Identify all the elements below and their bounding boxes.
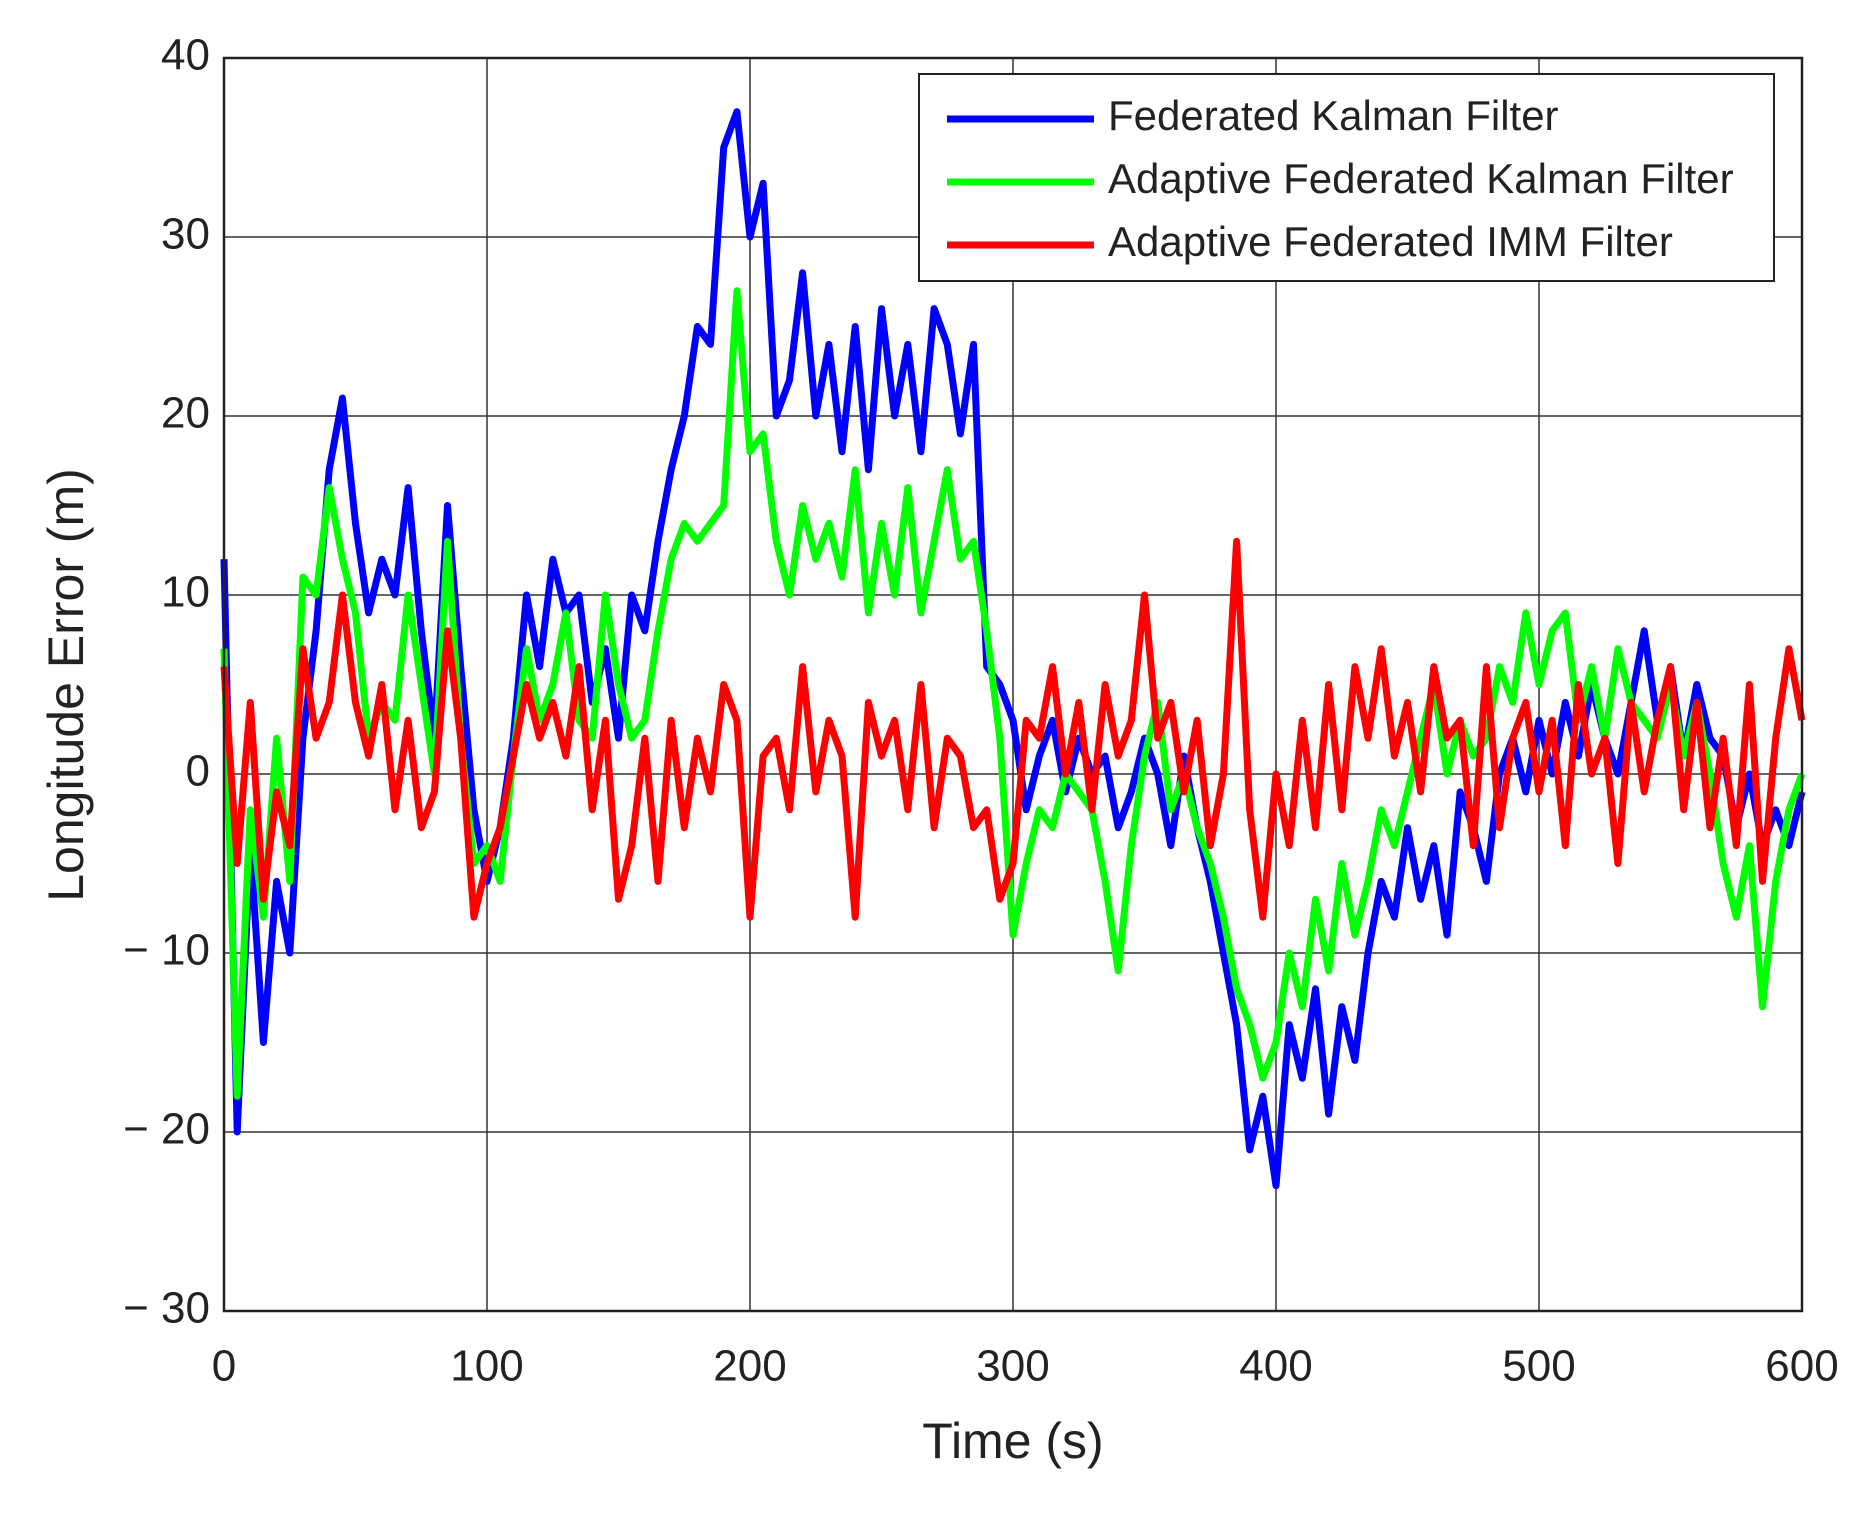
y-tick-label: 30 [161, 210, 210, 259]
legend-label: Federated Kalman Filter [1108, 92, 1559, 139]
series-line [220, 108, 1806, 1190]
y-tick-label: − 30 [123, 1284, 210, 1333]
x-tick-label: 600 [1765, 1342, 1838, 1391]
y-axis-label: Longitude Error (m) [38, 468, 94, 902]
y-tick-label: − 10 [123, 926, 210, 975]
legend-label: Adaptive Federated Kalman Filter [1108, 155, 1734, 202]
y-tick-label: 10 [161, 568, 210, 617]
x-tick-label: 100 [450, 1342, 523, 1391]
x-tick-label: 500 [1502, 1342, 1575, 1391]
series-line [220, 537, 1806, 921]
y-tick-label: 20 [161, 389, 210, 438]
y-tick-label: 0 [186, 747, 210, 796]
x-tick-label: 300 [976, 1342, 1049, 1391]
x-tick-label: 200 [713, 1342, 786, 1391]
plot-frame [222, 56, 1804, 1313]
x-tick-label: 400 [1239, 1342, 1312, 1391]
y-tick-label: − 20 [123, 1105, 210, 1154]
legend-label: Adaptive Federated IMM Filter [1108, 218, 1673, 265]
x-tick-label: 0 [212, 1342, 236, 1391]
series-line [220, 287, 1806, 1100]
y-tick-label: 40 [161, 31, 210, 80]
x-axis-label: Time (s) [922, 1413, 1103, 1469]
